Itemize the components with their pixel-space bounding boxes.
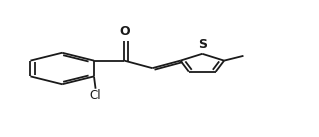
Text: Cl: Cl <box>90 89 101 102</box>
Text: O: O <box>119 25 130 38</box>
Text: S: S <box>198 38 207 51</box>
